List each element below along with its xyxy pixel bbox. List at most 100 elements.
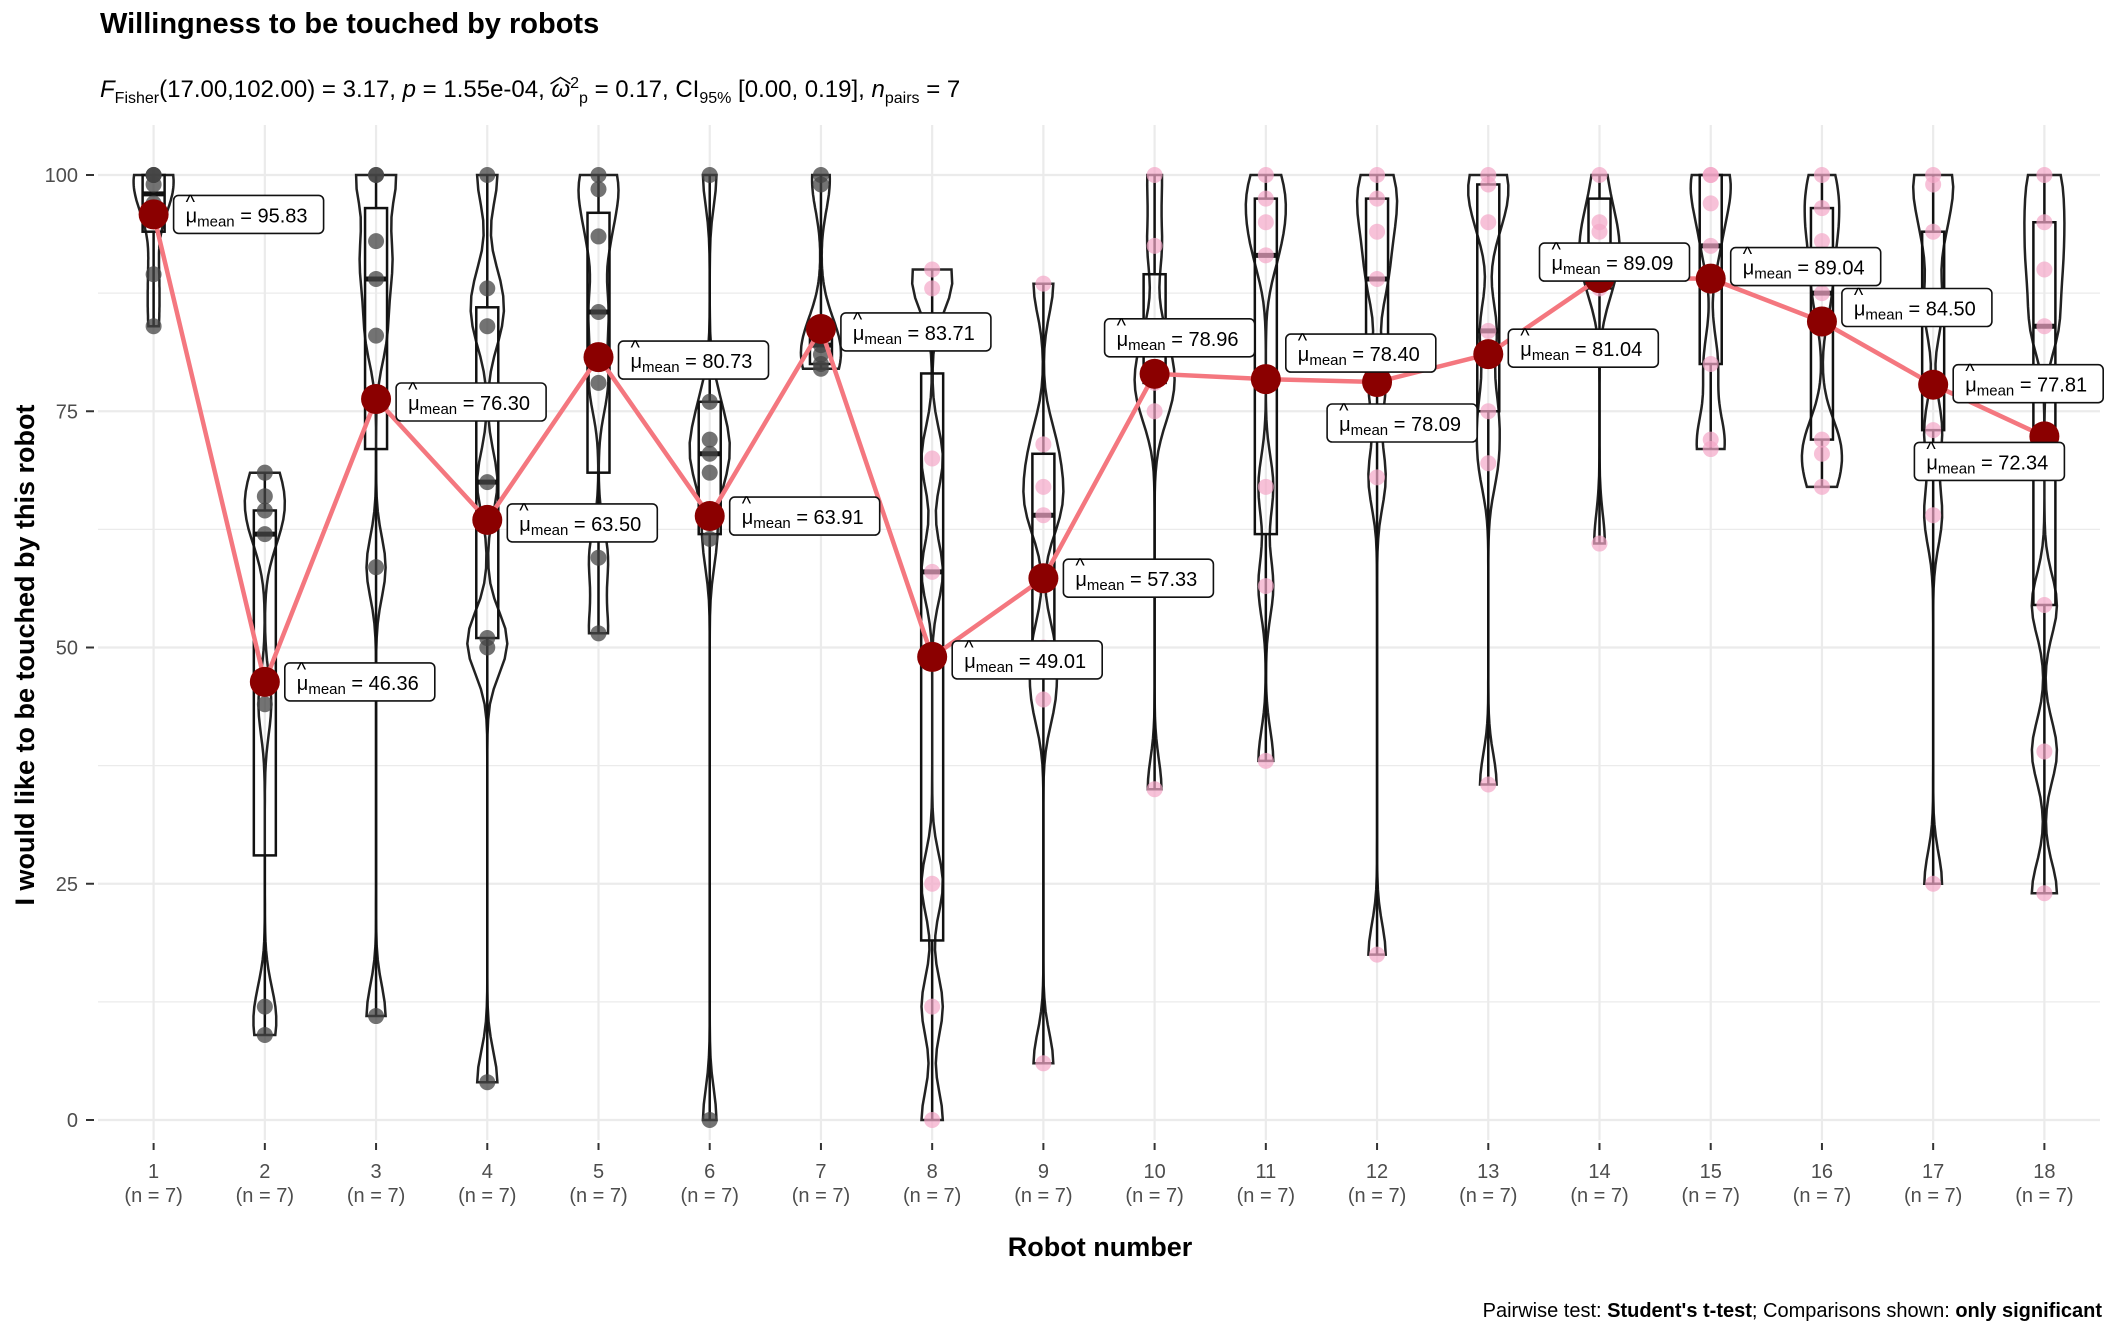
data-point (1925, 167, 1942, 183)
data-point (479, 167, 496, 183)
data-point (256, 488, 273, 505)
data-point (1925, 507, 1942, 524)
y-tick-label: 50 (56, 638, 78, 660)
mean-label: μmean = 78.09^ (1326, 400, 1478, 443)
data-point (1480, 167, 1497, 183)
mean-label: μmean = 89.04^ (1729, 244, 1882, 287)
box-iqr (363, 206, 389, 451)
data-point (1146, 167, 1163, 183)
data-point (590, 304, 607, 321)
x-tick-label: 16 (1811, 1161, 1833, 1183)
mean-line (151, 213, 2046, 690)
mean-label: μmean = 76.30^ (395, 379, 547, 422)
data-point (1369, 270, 1386, 287)
mean-label-hat: ^ (1339, 400, 1349, 422)
data-point (590, 167, 607, 183)
mean-label: μmean = 78.40^ (1285, 330, 1437, 373)
stat-df: (17.00,102.00) = 3.17, (159, 76, 403, 103)
mean-label-text: μmean = 57.33 (1075, 569, 1197, 594)
mean-label: μmean = 49.01^ (951, 637, 1104, 680)
data-point (590, 625, 607, 642)
data-point (368, 167, 385, 183)
mean-label-text: μmean = 81.04 (1520, 339, 1642, 364)
data-point (1925, 223, 1942, 240)
data-point (479, 630, 496, 647)
data-point (1369, 223, 1386, 240)
data-point (1369, 946, 1386, 963)
mean-label-box (506, 503, 659, 543)
mean-point (361, 383, 392, 414)
data-point (1925, 422, 1942, 439)
mean-label: μmean = 81.04^ (1507, 325, 1660, 369)
data-point (1369, 469, 1386, 486)
data-point (368, 1008, 385, 1025)
mean-point (1806, 306, 1837, 337)
mean-label-hat: ^ (297, 659, 307, 681)
mean-point (1028, 563, 1059, 594)
effect-sub: p (579, 90, 588, 107)
data-point (924, 563, 941, 580)
x-tick-n-label: (n = 7) (792, 1185, 850, 1207)
data-point (1480, 322, 1497, 339)
data-point (2036, 318, 2053, 335)
mean-label: μmean = 83.71^ (840, 309, 992, 352)
mean-label-hat: ^ (519, 500, 529, 522)
data-point (1257, 190, 1274, 207)
mean-point (138, 199, 169, 230)
data-point (1813, 233, 1830, 250)
mean-label-hat: ^ (1743, 244, 1753, 266)
data-point (1702, 237, 1719, 254)
mean-label-box (283, 662, 436, 702)
x-tick-label: 9 (1038, 1161, 1049, 1183)
data-point (2036, 214, 2053, 231)
data-point (1591, 535, 1608, 552)
mean-point (249, 666, 280, 697)
data-point (701, 393, 718, 410)
chart-caption: Pairwise test: Student's t-test; Compari… (1483, 1300, 2102, 1323)
data-point (1591, 214, 1608, 231)
data-point (2036, 885, 2053, 902)
data-point (1480, 776, 1497, 793)
x-tick-n-label: (n = 7) (1682, 1185, 1740, 1207)
x-tick-n-label: (n = 7) (347, 1185, 405, 1207)
violin (1800, 173, 1844, 489)
data-point (924, 450, 941, 467)
mean-label-text: μmean = 49.01 (964, 651, 1086, 676)
mean-label-box (395, 382, 547, 422)
x-tick-n-label: (n = 7) (1237, 1185, 1295, 1207)
mean-label-box (1285, 333, 1437, 373)
x-tick-n-label: (n = 7) (124, 1185, 182, 1207)
mean-label-text: μmean = 63.50 (519, 514, 641, 539)
data-point (701, 167, 718, 183)
mean-label-text: μmean = 72.34 (1926, 452, 2048, 477)
data-point (2036, 261, 2053, 278)
data-point (2036, 743, 2053, 760)
mean-point (583, 342, 614, 373)
mean-label-text: μmean = 95.83 (186, 205, 308, 230)
x-tick-label: 18 (2033, 1161, 2055, 1183)
y-axis-title: I would like to be touched by this robot (10, 404, 40, 905)
x-tick-label: 7 (815, 1161, 826, 1183)
ci-sub: 95% (699, 90, 732, 107)
data-point (590, 181, 607, 198)
mean-point (1250, 364, 1281, 395)
mean-label-text: μmean = 84.50 (1854, 299, 1976, 324)
data-point (1925, 875, 1942, 892)
mean-label-text: μmean = 63.91 (742, 507, 864, 532)
y-tick-label: 0 (67, 1110, 78, 1132)
caption-prefix: Pairwise test: (1482, 1300, 1608, 1322)
mean-label-box (1729, 246, 1882, 287)
data-point (924, 261, 941, 278)
x-tick-n-label: (n = 7) (681, 1185, 739, 1207)
x-tick-label: 10 (1143, 1161, 1165, 1183)
mean-point (1139, 358, 1170, 389)
mean-label: μmean = 78.96^ (1103, 315, 1256, 358)
mean-label: μmean = 77.81^ (1952, 361, 2104, 404)
mean-label-text: μmean = 46.36 (297, 673, 419, 698)
mean-label-box (1062, 558, 1215, 599)
mean-point (1362, 367, 1393, 398)
data-point (368, 233, 385, 250)
data-point (701, 431, 718, 448)
caption-test: Student's t-test (1607, 1300, 1752, 1322)
caption-shown: only significant (1955, 1300, 2102, 1322)
